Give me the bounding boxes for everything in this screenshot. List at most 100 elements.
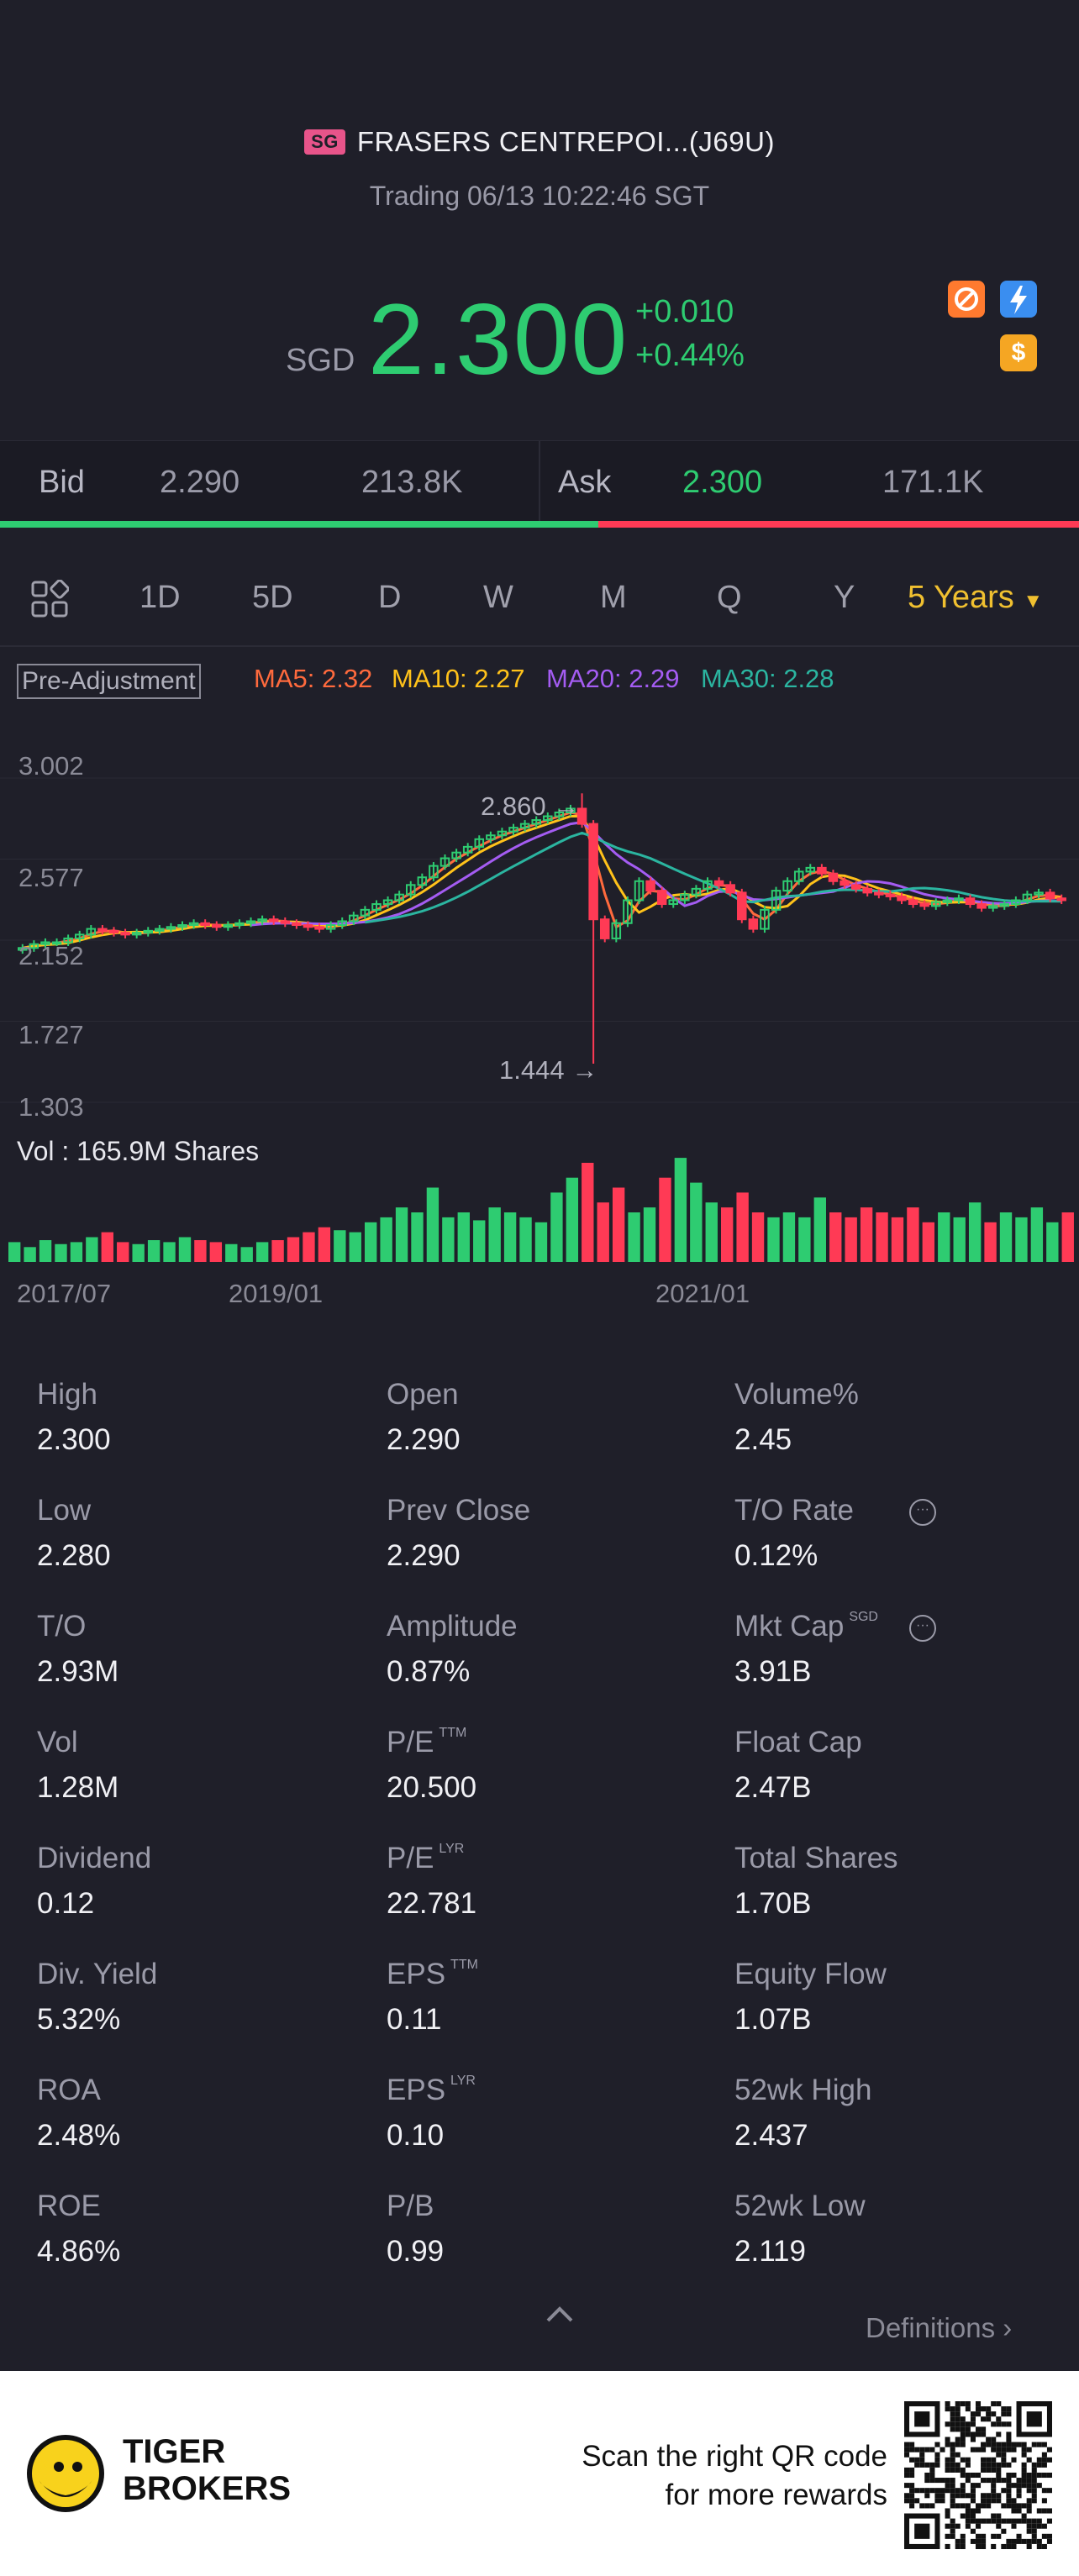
stat-value: 2.47B xyxy=(734,1771,812,1804)
volume-bar xyxy=(690,1182,703,1262)
lightning-icon[interactable] xyxy=(1000,281,1037,318)
tab-1d[interactable]: 1D xyxy=(139,580,181,615)
candle xyxy=(131,932,142,936)
stat-value: 2.437 xyxy=(734,2119,808,2152)
volume-bar xyxy=(751,1212,765,1262)
volume-bar xyxy=(503,1212,517,1262)
candle xyxy=(394,893,404,902)
volume-bar xyxy=(395,1207,408,1262)
candle xyxy=(588,823,598,921)
candle xyxy=(543,815,553,822)
pre-adjustment-toggle[interactable]: Pre-Adjustment xyxy=(17,664,201,699)
stat-label: Mkt Cap SGD xyxy=(734,1610,878,1643)
brand-line2: BROKERS xyxy=(123,2470,292,2507)
ma20-value: MA20: 2.29 xyxy=(546,664,680,693)
stat-label-text: Equity Flow xyxy=(734,1958,887,1990)
stat-label: Total Shares xyxy=(734,1842,898,1875)
stat-label: Equity Flow xyxy=(734,1958,887,1991)
stat-value: 0.11 xyxy=(387,2003,442,2036)
chevron-down-icon: ▼ xyxy=(1023,590,1044,612)
y-tick-label: 2.577 xyxy=(18,863,84,892)
tab-w[interactable]: W xyxy=(483,580,513,615)
candle xyxy=(976,903,987,909)
brand-line1: TIGER xyxy=(123,2433,226,2470)
candle xyxy=(303,924,313,928)
tab-q[interactable]: Q xyxy=(717,580,742,615)
candle xyxy=(292,922,302,927)
candle xyxy=(200,922,210,927)
stat-label-text: Volume% xyxy=(734,1378,859,1411)
definitions-link[interactable]: Definitions › xyxy=(866,2312,1012,2344)
candle xyxy=(599,918,610,939)
candle xyxy=(86,928,97,936)
promo-line2: for more rewards xyxy=(665,2479,887,2511)
stat-value: 0.10 xyxy=(387,2119,445,2152)
stat-label: P/B xyxy=(387,2190,434,2223)
candle xyxy=(930,901,941,907)
candle xyxy=(234,922,245,927)
grid-icon[interactable] xyxy=(30,579,70,623)
market-badge: SG xyxy=(304,129,345,155)
candle xyxy=(108,929,119,934)
tab-y[interactable]: Y xyxy=(834,580,855,615)
candle xyxy=(1034,891,1044,896)
stat-label: 52wk High xyxy=(734,2074,871,2107)
stat-label: Prev Close xyxy=(387,1494,530,1527)
tab-d[interactable]: D xyxy=(378,580,402,615)
volume-bar xyxy=(1015,1217,1028,1262)
tab-5d[interactable]: 5D xyxy=(252,580,293,615)
volume-bar xyxy=(163,1242,176,1262)
high-marker-label: 2.860 → xyxy=(481,791,579,822)
candle xyxy=(908,899,918,906)
dollar-icon[interactable]: $ xyxy=(1000,334,1037,371)
tab-m[interactable]: M xyxy=(600,580,627,615)
candle xyxy=(954,897,964,902)
candle xyxy=(656,890,667,906)
candle xyxy=(257,918,267,923)
volume-bar xyxy=(8,1242,21,1262)
info-icon[interactable]: ··· xyxy=(909,1615,936,1642)
volume-bar xyxy=(271,1240,284,1262)
candle xyxy=(668,899,679,906)
ask-ratio-bar xyxy=(598,521,1079,528)
stat-superscript: TTM xyxy=(450,1958,478,1972)
ask-label: Ask xyxy=(558,465,612,500)
stat-label: Low xyxy=(37,1494,91,1527)
y-tick-label: 1.303 xyxy=(18,1092,84,1122)
stat-label-text: P/B xyxy=(387,2190,434,2222)
candle xyxy=(713,880,724,886)
stat-value: 22.781 xyxy=(387,1887,477,1920)
stat-label-text: P/E xyxy=(387,1726,434,1759)
volume-bar xyxy=(582,1163,594,1262)
currency-label: SGD xyxy=(286,343,355,378)
stat-value: 4.86% xyxy=(37,2235,121,2268)
candle xyxy=(554,811,565,817)
volume-bar xyxy=(659,1177,671,1262)
stat-value: 2.280 xyxy=(37,1539,111,1572)
moving-average-line xyxy=(250,821,1062,927)
moving-average-line xyxy=(365,831,1062,924)
stat-value: 0.12 xyxy=(37,1887,95,1920)
no-short-icon[interactable] xyxy=(948,281,985,318)
volume-bar xyxy=(860,1207,873,1262)
stat-label: ROE xyxy=(37,2190,101,2223)
info-icon[interactable]: ··· xyxy=(909,1499,936,1526)
candle xyxy=(576,807,587,825)
chevron-up-icon[interactable] xyxy=(545,2304,575,2328)
tab-5-years[interactable]: 5 Years ▼ xyxy=(908,580,1043,616)
stat-label: T/O Rate xyxy=(734,1494,854,1527)
stock-title: SG FRASERS CENTREPOI...(J69U) xyxy=(0,126,1079,158)
candle xyxy=(771,890,782,911)
volume-bar xyxy=(566,1177,579,1262)
candle xyxy=(280,920,291,924)
stat-value: 1.70B xyxy=(734,1887,812,1920)
candle xyxy=(166,926,176,930)
candle xyxy=(645,880,655,892)
volume-label: Vol : 165.9M Shares xyxy=(17,1136,260,1166)
price-chart[interactable] xyxy=(0,739,1079,1311)
stat-superscript: TTM xyxy=(439,1726,467,1740)
candle xyxy=(268,918,279,923)
volume-bar xyxy=(101,1232,113,1262)
qr-code-icon[interactable] xyxy=(904,2401,1052,2549)
candle xyxy=(486,834,496,840)
